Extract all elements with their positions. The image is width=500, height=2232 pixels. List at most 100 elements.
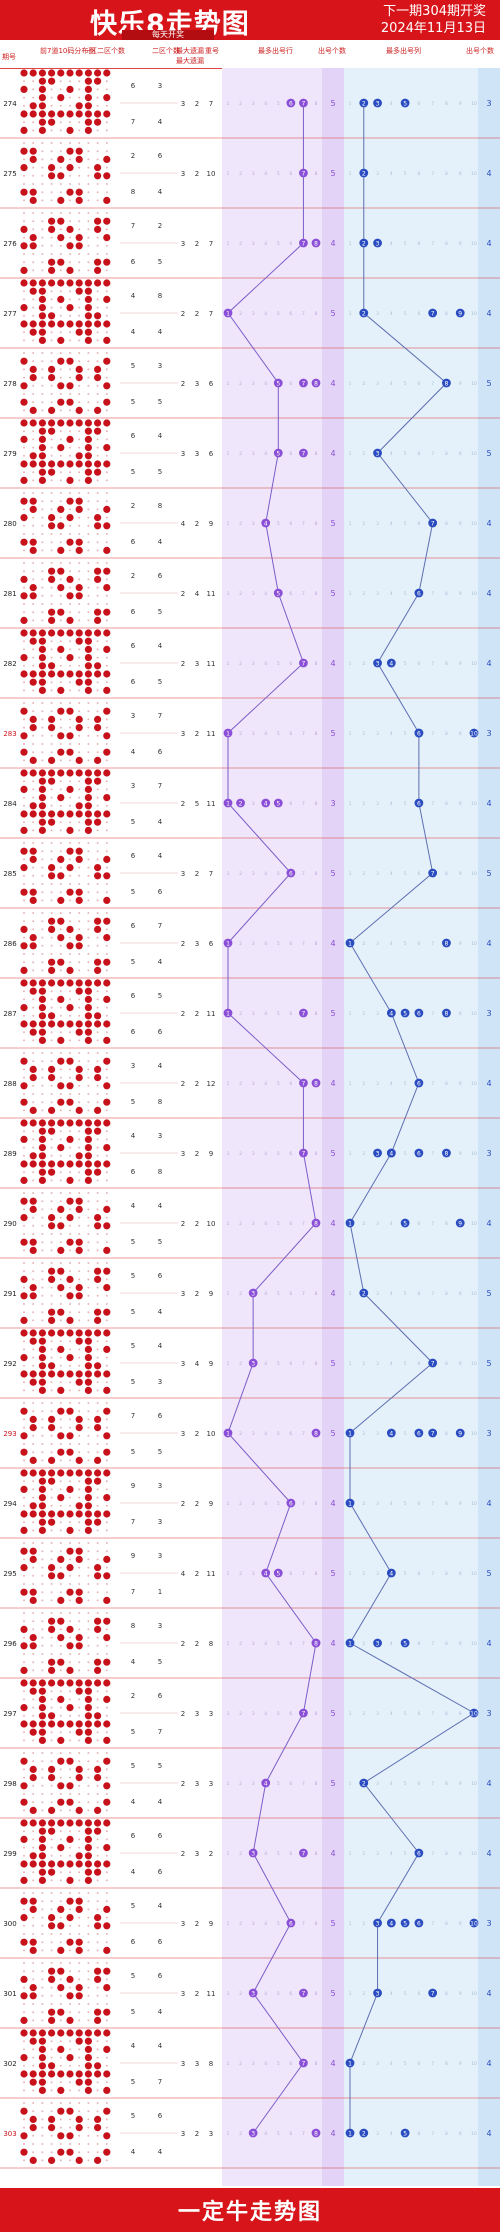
distribution-ball	[103, 686, 111, 695]
blue-ball-label: 5	[403, 1921, 407, 1928]
purple-ball	[286, 1498, 296, 1508]
distribution-dot	[41, 562, 44, 564]
distribution-dot	[69, 2089, 71, 2092]
distribution-dot	[32, 734, 35, 737]
distribution-dot	[23, 603, 25, 605]
distribution-ball	[57, 69, 65, 77]
issue-number: 288	[3, 1080, 16, 1088]
zone-bottom-value: 4	[131, 748, 136, 756]
distribution-dot	[69, 1793, 71, 1795]
distribution-ball	[48, 1658, 56, 1666]
distribution-dot	[23, 821, 25, 824]
distribution-dot	[23, 1039, 25, 1042]
distribution-ball	[29, 1679, 37, 1687]
zone-bottom-b-value: 4	[158, 188, 163, 196]
zone-bottom-value: 6	[131, 1028, 136, 1036]
distribution-dot	[32, 446, 35, 449]
distribution-dot	[69, 1286, 71, 1289]
purple-ball	[261, 798, 271, 808]
blue-ball-label: 3	[376, 1151, 380, 1158]
distribution-dot	[105, 1731, 108, 1734]
distribution-dot	[41, 2118, 44, 2121]
distribution-dot	[41, 2003, 44, 2005]
distribution-dot	[23, 1986, 25, 1989]
distribution-ball	[57, 769, 65, 777]
distribution-dot	[69, 409, 71, 412]
distribution-ball	[75, 102, 83, 110]
distribution-ball	[75, 1938, 83, 1946]
distribution-dot	[96, 788, 99, 791]
stat-value: 3	[195, 450, 199, 458]
purple-count: 5	[330, 519, 335, 528]
distribution-dot	[23, 1340, 25, 1343]
distribution-dot	[23, 2064, 25, 2067]
distribution-ball	[94, 279, 102, 287]
distribution-ball	[29, 497, 37, 505]
distribution-ball	[20, 1370, 28, 1378]
distribution-dot	[32, 339, 35, 342]
distribution-ball	[84, 1695, 92, 1703]
distribution-dot	[69, 1233, 71, 1235]
distribution-dot	[32, 471, 35, 474]
distribution-dot	[69, 1459, 71, 1462]
distribution-ball	[20, 1666, 28, 1674]
distribution-ball	[20, 1238, 28, 1246]
purple-count: 3	[330, 799, 335, 808]
distribution-ball	[29, 1687, 37, 1695]
distribution-dot	[59, 928, 62, 931]
zone-top-value: 6	[131, 642, 136, 650]
distribution-dot	[78, 516, 81, 519]
distribution-dot	[32, 1892, 35, 1894]
distribution-dot	[59, 1838, 62, 1841]
distribution-dot	[87, 1612, 90, 1614]
distribution-ball	[20, 2107, 28, 2115]
distribution-ball	[103, 855, 111, 864]
distribution-dot	[87, 1994, 90, 1997]
distribution-dot	[87, 1076, 90, 1079]
purple-ball-label: 8	[314, 1431, 318, 1438]
distribution-dot	[41, 1418, 44, 1421]
distribution-dot	[50, 1612, 53, 1614]
distribution-dot	[32, 1830, 35, 1833]
distribution-ball	[94, 365, 102, 373]
distribution-dot	[105, 1480, 108, 1483]
stat-value: 11	[207, 730, 216, 738]
issue-number: 291	[3, 1290, 16, 1298]
purple-faint-number: 3	[252, 1011, 255, 1017]
blue-ball	[455, 1218, 465, 1228]
distribution-dot	[96, 1496, 99, 1499]
purple-faint-number: 1	[227, 1151, 230, 1157]
purple-ball	[299, 238, 308, 248]
distribution-dot	[50, 1529, 53, 1532]
distribution-ball	[48, 1679, 56, 1687]
distribution-ball	[38, 769, 47, 777]
distribution-dot	[87, 1542, 90, 1544]
purple-count: 5	[330, 169, 335, 178]
blue-ball	[428, 1358, 438, 1368]
distribution-dot	[69, 586, 71, 589]
distribution-dot	[87, 1661, 90, 1664]
distribution-dot	[96, 1200, 99, 1203]
distribution-ball	[57, 1432, 65, 1440]
distribution-dot	[96, 150, 99, 153]
distribution-ball	[94, 514, 102, 522]
stat-value: 2	[195, 100, 199, 108]
distribution-ball	[38, 1345, 47, 1353]
purple-faint-number: 8	[315, 1571, 318, 1577]
distribution-dot	[87, 253, 90, 255]
distribution-dot	[41, 718, 44, 721]
distribution-ball	[103, 1679, 111, 1687]
distribution-dot	[23, 1303, 25, 1305]
distribution-ball	[103, 2045, 111, 2053]
zone-bottom-value: 5	[131, 398, 135, 406]
distribution-dot	[23, 1480, 25, 1483]
distribution-dot	[105, 969, 108, 972]
distribution-dot	[41, 376, 44, 379]
purple-faint-number: 6	[289, 381, 292, 387]
footer-title: 一定牛走势图	[177, 2200, 322, 2225]
purple-faint-number: 1	[227, 171, 230, 177]
distribution-ball	[38, 1127, 47, 1135]
distribution-dot	[87, 1801, 90, 1804]
distribution-dot	[32, 1052, 35, 1054]
distribution-dot	[32, 228, 35, 231]
